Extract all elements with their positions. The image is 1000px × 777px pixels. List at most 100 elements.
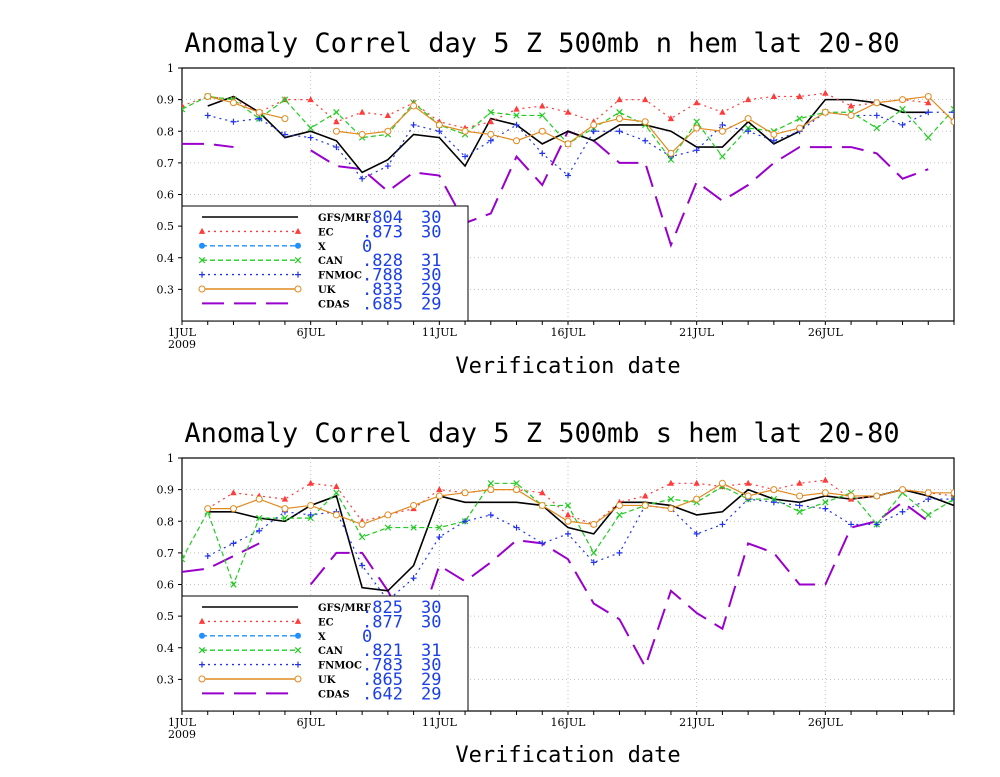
legend-row-ec: EC .873 30 [198, 222, 441, 242]
triangle-marker [693, 479, 700, 486]
circle-marker [950, 489, 954, 497]
circle-marker [873, 492, 881, 500]
legend-row-cdas: CDAS .685 29 [202, 294, 441, 314]
circle-marker [487, 130, 495, 138]
circle-marker [796, 124, 804, 132]
triangle-marker [847, 102, 855, 109]
legend-name: CAN [318, 256, 343, 267]
x-marker [513, 112, 520, 119]
triangle-marker [436, 486, 443, 493]
plus-marker [899, 121, 906, 128]
series-uk [204, 92, 954, 157]
x-tick-label: 6JUL [297, 326, 326, 339]
circle-marker [847, 111, 855, 119]
legend-count: 30 [421, 612, 441, 632]
chart-title: Anomaly Correl day 5 Z 500mb s hem lat 2… [184, 418, 899, 449]
circle-marker [847, 492, 855, 500]
circle-marker [461, 127, 469, 135]
x-tick-label: 11JUL [422, 326, 458, 339]
plus-marker [256, 527, 263, 534]
plus-marker [436, 128, 443, 135]
plus-marker [436, 534, 443, 541]
dot-marker [199, 242, 205, 249]
series-gfs-mrf [207, 95, 929, 174]
circle-marker [744, 115, 752, 123]
legend-count: 29 [421, 670, 441, 690]
triangle-marker [513, 105, 520, 112]
legend-score: .873 [362, 222, 403, 242]
plus-marker [295, 271, 301, 278]
series-line [310, 129, 929, 249]
circle-marker [744, 492, 752, 500]
series-line [207, 482, 954, 526]
circle-marker [564, 140, 572, 148]
x-marker [307, 124, 314, 132]
plus-marker [590, 128, 597, 135]
circle-marker [513, 486, 521, 494]
circle-marker [538, 501, 546, 509]
x-tick-label: 11JUL [422, 716, 458, 729]
legend-count: 31 [421, 641, 441, 661]
circle-marker [693, 124, 701, 132]
plus-marker [204, 112, 211, 119]
circle-marker [899, 486, 907, 494]
plus-marker [822, 505, 829, 512]
legend-score: .825 [362, 598, 403, 618]
legend-row-fnmoc: FNMOC .788 30 [199, 266, 441, 286]
circle-marker [229, 99, 237, 107]
legend-count: 29 [421, 294, 441, 314]
triangle-marker [307, 96, 314, 103]
triangle-marker [744, 96, 752, 103]
series-line [182, 92, 929, 129]
plus-marker [925, 109, 932, 116]
x-tick-sublabel: 2009 [168, 728, 196, 741]
circle-marker [796, 492, 804, 500]
circle-marker [590, 520, 598, 528]
plus-marker [384, 163, 391, 170]
y-tick-label: 0.9 [157, 94, 175, 107]
plus-marker [199, 661, 205, 668]
circle-marker [410, 102, 418, 110]
circle-marker [924, 489, 932, 497]
x-marker [294, 256, 302, 264]
circle-marker [770, 130, 778, 138]
triangle-marker [333, 482, 340, 489]
plus-marker [462, 518, 469, 525]
plus-marker [899, 508, 906, 515]
legend-score: .877 [362, 612, 403, 632]
series-can [182, 480, 954, 588]
legend-row-uk: UK .833 29 [198, 280, 441, 300]
x-marker [667, 495, 675, 503]
legend-box [181, 205, 469, 322]
triangle-marker [822, 89, 829, 96]
series-uk [204, 479, 954, 528]
triangle-marker [744, 479, 752, 486]
x-axis-label: Verification date [455, 354, 680, 379]
circle-marker [770, 486, 778, 494]
plus-marker [719, 121, 726, 128]
y-tick-label: 0.7 [157, 157, 175, 170]
x-marker [307, 514, 314, 522]
circle-marker [332, 511, 340, 519]
triangle-marker [539, 102, 546, 109]
triangle-marker [642, 492, 649, 499]
legend-score: .828 [362, 251, 403, 271]
circle-marker [255, 495, 263, 503]
legend-count: 31 [421, 251, 441, 271]
x-marker [230, 581, 237, 588]
series-line [207, 479, 954, 526]
legend-name: GFS/MRF [318, 213, 371, 224]
triangle-marker [358, 108, 366, 115]
y-tick-label: 1 [167, 62, 174, 75]
circle-marker [332, 127, 340, 135]
triangle-marker [281, 495, 289, 502]
legend-score: .788 [362, 266, 403, 286]
plus-marker [204, 553, 211, 560]
legend-name: X [318, 242, 326, 253]
circle-marker [821, 108, 829, 116]
triangle-marker [307, 479, 314, 486]
x-tick-label: 26JUL [808, 716, 844, 729]
